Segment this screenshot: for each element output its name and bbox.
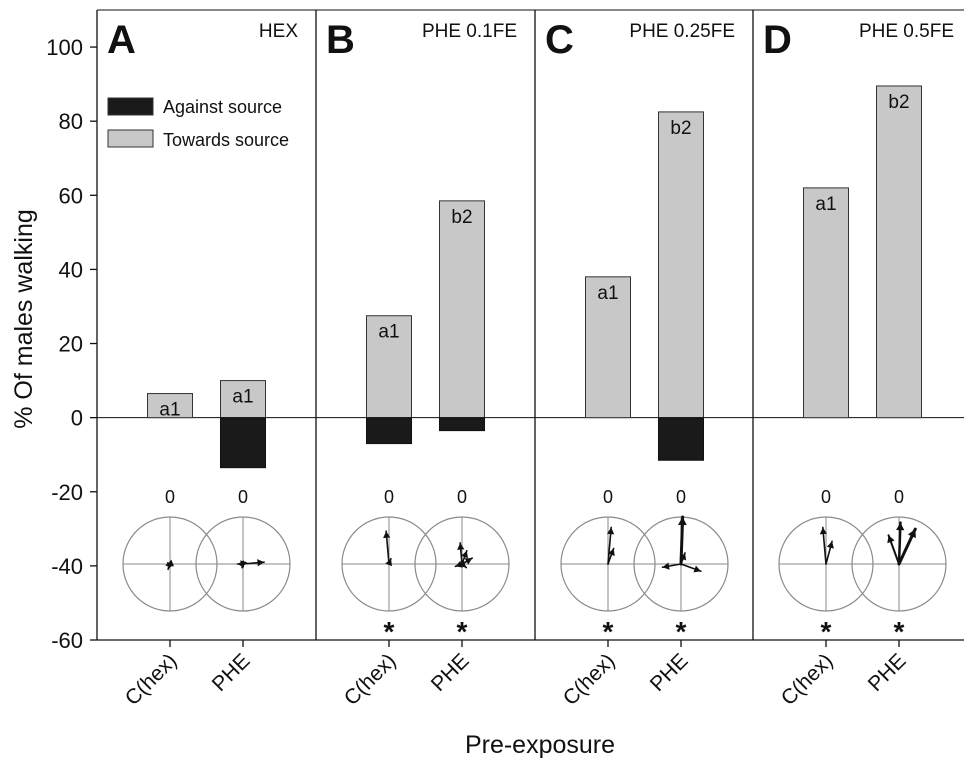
panel-letter: C	[545, 18, 574, 62]
direction-arrowhead	[464, 558, 473, 565]
bar-against	[658, 417, 704, 461]
bar-letter-label: b2	[888, 92, 909, 113]
panel-title: HEX	[259, 21, 298, 42]
bar-towards	[439, 200, 485, 419]
direction-arrowhead	[693, 565, 701, 573]
bar-letter-label: b2	[451, 207, 472, 228]
y-tick-label: 40	[59, 257, 83, 282]
bar-towards	[876, 85, 922, 419]
bar-towards	[585, 276, 631, 419]
circle-zero-label: 0	[894, 487, 904, 507]
y-tick-label: 100	[46, 35, 83, 60]
bar-against	[439, 417, 485, 432]
panel-letter: D	[763, 18, 792, 62]
bar-towards	[147, 393, 193, 419]
x-tick-label: C(hex)	[340, 649, 401, 710]
direction-arrowhead	[385, 558, 393, 567]
bar-towards	[803, 187, 849, 419]
direction-arrowhead	[607, 527, 615, 535]
direction-arrowhead	[240, 560, 248, 568]
direction-arrowhead	[461, 550, 468, 559]
legend-label-towards: Towards source	[163, 130, 289, 150]
significance-star: *	[384, 616, 395, 647]
bars: a1 a1 a1 b2 a1 b2 a1 b2	[147, 85, 922, 469]
significance-star: *	[603, 616, 614, 647]
direction-arrowhead	[819, 527, 827, 535]
legend: Against source Towards source	[107, 97, 289, 150]
x-tick-label: C(hex)	[121, 649, 182, 710]
bar-letter-label: a1	[378, 322, 399, 343]
y-tick-label: 80	[59, 109, 83, 134]
panel-title: PHE 0.5FE	[859, 21, 954, 42]
direction-arrowhead	[607, 548, 615, 556]
legend-label-against: Against source	[163, 97, 282, 117]
panel-title: PHE 0.1FE	[422, 21, 517, 42]
legend-swatch-against	[107, 97, 154, 116]
x-tick-label: C(hex)	[777, 649, 838, 710]
y-tick-label: -40	[51, 554, 83, 579]
bar-towards	[366, 315, 412, 419]
circle-zero-label: 0	[238, 487, 248, 507]
x-tick-label: PHE	[208, 649, 255, 696]
bar-letter-label: a1	[597, 283, 618, 304]
direction-arrowhead	[457, 542, 465, 550]
y-tick-label: 0	[71, 406, 83, 431]
bar-against	[220, 417, 266, 469]
bar-towards	[220, 380, 266, 419]
direction-arrowhead	[887, 535, 895, 544]
significance-star: *	[821, 616, 832, 647]
bar-letter-label: b2	[670, 118, 691, 139]
direction-arrowhead	[907, 529, 916, 539]
y-tick-label: -20	[51, 480, 83, 505]
x-tick-label: C(hex)	[559, 649, 620, 710]
circle-zero-label: 0	[676, 487, 686, 507]
circle-zero-label: 0	[384, 487, 394, 507]
direction-arrowhead	[383, 531, 391, 539]
bar-against	[366, 417, 412, 445]
bar-letter-label: a1	[815, 194, 836, 215]
direction-arrowhead	[896, 522, 905, 531]
circle-zero-label: 0	[457, 487, 467, 507]
direction-arrowhead	[257, 559, 265, 567]
direction-arrowhead	[166, 559, 174, 567]
y-axis-label: % Of males walking	[10, 209, 38, 429]
x-tick-label: PHE	[864, 649, 911, 696]
bar-towards	[658, 111, 704, 419]
significance-star: *	[457, 616, 468, 647]
y-tick-label: 20	[59, 332, 83, 357]
panel-letter: B	[326, 18, 355, 62]
x-tick-label: PHE	[646, 649, 693, 696]
circle-zero-label: 0	[603, 487, 613, 507]
x-axis-label: Pre-exposure	[465, 731, 615, 759]
x-tick-label: PHE	[427, 649, 474, 696]
y-tick-label: -60	[51, 628, 83, 653]
legend-swatch-towards	[107, 129, 154, 148]
circle-zero-label: 0	[821, 487, 831, 507]
panel-title: PHE 0.25FE	[629, 21, 735, 42]
circle-zero-label: 0	[165, 487, 175, 507]
direction-arrowhead	[458, 560, 467, 568]
direction-arrowhead	[677, 517, 687, 526]
significance-star: *	[676, 616, 687, 647]
significance-star: *	[894, 616, 905, 647]
direction-arrowhead	[826, 541, 834, 549]
bar-letter-label: a1	[232, 387, 253, 408]
direction-arrowhead	[679, 552, 687, 561]
y-tick-label: 60	[59, 183, 83, 208]
panel-letter: A	[107, 18, 136, 62]
bar-letter-label: a1	[159, 400, 180, 421]
direction-plots: 0 0 0 * 0 * 0 * 0 * 0 * 0 *	[122, 487, 947, 647]
direction-arrowhead	[662, 562, 670, 570]
